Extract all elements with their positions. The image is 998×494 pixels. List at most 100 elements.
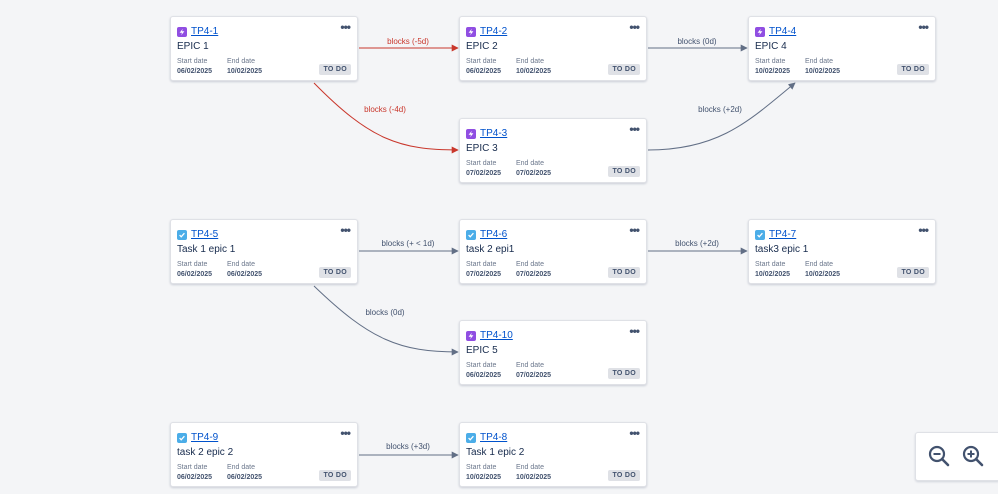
issue-key-link[interactable]: TP4-7 [769, 229, 797, 240]
more-options-icon[interactable]: ••• [918, 20, 929, 34]
issue-card-tp4-2[interactable]: TP4-2 ••• EPIC 2 Start date End date 06/… [459, 16, 647, 81]
end-date-label: End date [516, 261, 545, 268]
more-options-icon[interactable]: ••• [629, 324, 640, 338]
end-date-value: 06/02/2025 [227, 474, 263, 481]
status-badge[interactable]: TO DO [608, 368, 640, 379]
start-date-value: 06/02/2025 [466, 68, 502, 75]
edge-tp4-3-tp4-4[interactable] [647, 82, 796, 151]
issue-card-tp4-1[interactable]: TP4-1 ••• EPIC 1 Start date End date 06/… [170, 16, 358, 81]
end-date-value: 10/02/2025 [805, 68, 841, 75]
epic-icon [466, 331, 476, 341]
issue-summary: task3 epic 1 [755, 244, 809, 255]
start-date-label: Start date [466, 261, 497, 268]
task-checkbox-icon [755, 230, 765, 240]
status-badge[interactable]: TO DO [319, 470, 351, 481]
issue-card-tp4-9[interactable]: TP4-9 ••• task 2 epic 2 Start date End d… [170, 422, 358, 487]
start-date-value: 06/02/2025 [466, 372, 502, 379]
epic-icon [755, 27, 765, 37]
end-date-value: 07/02/2025 [516, 170, 552, 177]
more-options-icon[interactable]: ••• [629, 223, 640, 237]
status-badge[interactable]: TO DO [608, 166, 640, 177]
more-options-icon[interactable]: ••• [629, 426, 640, 440]
start-date-value: 06/02/2025 [177, 271, 213, 278]
epic-icon [177, 27, 187, 37]
issue-summary: task 2 epic 2 [177, 447, 234, 458]
status-badge[interactable]: TO DO [608, 267, 640, 278]
task-checkbox-icon [177, 230, 187, 240]
end-date-value: 10/02/2025 [227, 68, 263, 75]
edge-label: blocks (0d) [365, 308, 404, 317]
issue-summary: Task 1 epic 1 [177, 244, 236, 255]
issue-key-link[interactable]: TP4-5 [191, 229, 219, 240]
issue-card-tp4-6[interactable]: TP4-6 ••• task 2 epi1 Start date End dat… [459, 219, 647, 284]
issue-card-tp4-3[interactable]: TP4-3 ••• EPIC 3 Start date End date 07/… [459, 118, 647, 183]
issue-key-link[interactable]: TP4-6 [480, 229, 508, 240]
status-badge[interactable]: TO DO [897, 267, 929, 278]
issue-card-tp4-8[interactable]: TP4-8 ••• Task 1 epic 2 Start date End d… [459, 422, 647, 487]
end-date-label: End date [805, 58, 834, 65]
end-date-value: 07/02/2025 [516, 271, 552, 278]
end-date-label: End date [516, 160, 545, 167]
edge-label: blocks (+2d) [675, 239, 719, 248]
status-badge[interactable]: TO DO [608, 470, 640, 481]
start-date-label: Start date [466, 464, 497, 471]
issue-key-link[interactable]: TP4-10 [480, 330, 513, 341]
end-date-label: End date [805, 261, 834, 268]
issue-key-link[interactable]: TP4-1 [191, 26, 219, 37]
start-date-label: Start date [466, 58, 497, 65]
issue-card-tp4-7[interactable]: TP4-7 ••• task3 epic 1 Start date End da… [748, 219, 936, 284]
issue-key-link[interactable]: TP4-9 [191, 432, 219, 443]
end-date-value: 10/02/2025 [516, 474, 552, 481]
issue-card-tp4-10[interactable]: TP4-10 ••• EPIC 5 Start date End date 06… [459, 320, 647, 385]
issue-card-tp4-4[interactable]: TP4-4 ••• EPIC 4 Start date End date 10/… [748, 16, 936, 81]
more-options-icon[interactable]: ••• [340, 20, 351, 34]
start-date-value: 07/02/2025 [466, 271, 502, 278]
issue-summary: Task 1 epic 2 [466, 447, 525, 458]
more-options-icon[interactable]: ••• [340, 426, 351, 440]
issue-summary: EPIC 2 [466, 41, 498, 52]
start-date-label: Start date [466, 160, 497, 167]
zoom-in-icon[interactable] [962, 445, 984, 467]
end-date-label: End date [516, 464, 545, 471]
issue-card-tp4-5[interactable]: TP4-5 ••• Task 1 epic 1 Start date End d… [170, 219, 358, 284]
issue-key-link[interactable]: TP4-3 [480, 128, 508, 139]
more-options-icon[interactable]: ••• [918, 223, 929, 237]
more-options-icon[interactable]: ••• [629, 122, 640, 136]
issue-summary: EPIC 1 [177, 41, 209, 52]
issue-key-link[interactable]: TP4-2 [480, 26, 508, 37]
start-date-value: 06/02/2025 [177, 68, 213, 75]
task-checkbox-icon [466, 433, 476, 443]
status-badge[interactable]: TO DO [319, 267, 351, 278]
start-date-label: Start date [755, 58, 786, 65]
start-date-label: Start date [755, 261, 786, 268]
end-date-label: End date [516, 58, 545, 65]
start-date-value: 10/02/2025 [755, 68, 791, 75]
more-options-icon[interactable]: ••• [629, 20, 640, 34]
status-badge[interactable]: TO DO [608, 64, 640, 75]
more-options-icon[interactable]: ••• [340, 223, 351, 237]
edge-tp4-1-tp4-3[interactable] [313, 82, 459, 154]
end-date-label: End date [516, 362, 545, 369]
status-badge[interactable]: TO DO [319, 64, 351, 75]
end-date-value: 06/02/2025 [227, 271, 263, 278]
start-date-value: 10/02/2025 [466, 474, 502, 481]
status-badge[interactable]: TO DO [897, 64, 929, 75]
issue-summary: EPIC 5 [466, 345, 498, 356]
start-date-label: Start date [177, 464, 208, 471]
start-date-label: Start date [177, 58, 208, 65]
epic-icon [466, 129, 476, 139]
edge-label: blocks (+ < 1d) [382, 239, 435, 248]
issue-key-link[interactable]: TP4-4 [769, 26, 797, 37]
issue-key-link[interactable]: TP4-8 [480, 432, 508, 443]
start-date-value: 10/02/2025 [755, 271, 791, 278]
end-date-label: End date [227, 261, 256, 268]
start-date-value: 06/02/2025 [177, 474, 213, 481]
task-checkbox-icon [466, 230, 476, 240]
zoom-out-icon[interactable] [928, 445, 950, 467]
start-date-value: 07/02/2025 [466, 170, 502, 177]
edge-tp4-5-tp4-10[interactable] [313, 285, 459, 356]
issue-summary: EPIC 4 [755, 41, 787, 52]
end-date-label: End date [227, 464, 256, 471]
